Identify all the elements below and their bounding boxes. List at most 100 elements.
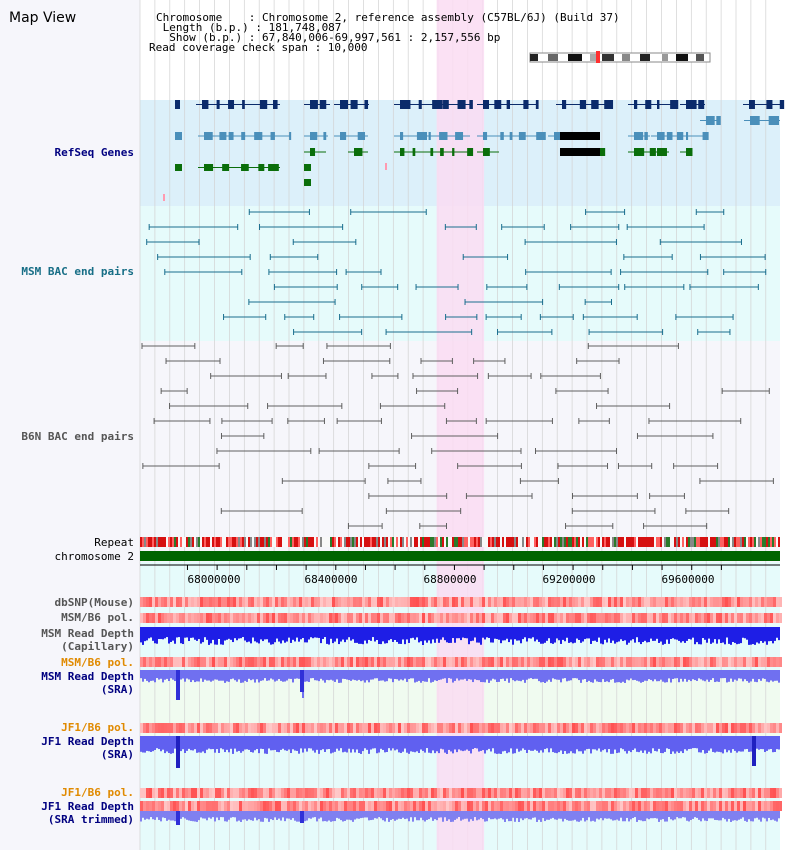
msm-depth-capillary-bar: [496, 627, 498, 640]
repeat-segment: [698, 537, 700, 547]
msm-depth-capillary-bar: [490, 627, 492, 643]
repeat-segment: [778, 537, 780, 547]
jf1-trim-heat-top: [596, 801, 599, 811]
jf1-trim-heat-top: [389, 801, 392, 811]
repeat-segment: [764, 537, 766, 547]
jf1-trim-heat-top: [149, 801, 152, 811]
jf1-trim-depth-bar: [244, 811, 246, 820]
msm-pol-heat: [695, 613, 698, 623]
jf1-depth-bar: [448, 736, 450, 750]
jf1-pol-heat: [296, 723, 299, 733]
dbsnp-heat: [197, 597, 200, 607]
msm-depth-sra-bar: [312, 670, 314, 679]
jf1-pol-heat: [353, 723, 356, 733]
msm-depth-sra-bar: [320, 670, 322, 679]
jf1-depth-bar: [764, 736, 766, 753]
msm-depth-capillary-bar: [636, 627, 638, 638]
msm-depth-capillary-bar: [280, 627, 282, 644]
dbsnp-heat: [269, 597, 272, 607]
msm-pol-sra-heat: [701, 657, 704, 667]
msm-depth-capillary-bar: [208, 627, 210, 645]
msm-pol-sra-heat: [389, 657, 392, 667]
msm-depth-sra-bar: [394, 670, 396, 679]
jf1-depth-bar: [428, 736, 430, 753]
msm-pol-sra-heat: [743, 657, 746, 667]
jf1-pol-heat: [410, 723, 413, 733]
msm-pol-heat: [563, 613, 566, 623]
msm-depth-capillary-bar: [694, 627, 696, 645]
dbsnp-heat: [578, 597, 581, 607]
msm-depth-sra-bar: [460, 670, 462, 680]
msm-depth-sra-bar: [240, 670, 242, 683]
jf1-depth-bar: [344, 736, 346, 752]
jf1-depth-bar: [208, 736, 210, 749]
msm-depth-sra-bar: [432, 670, 434, 682]
repeat-segment: [184, 537, 186, 547]
jf1-trim-depth-bar: [336, 811, 338, 818]
msm-depth-capillary-bar: [194, 627, 196, 640]
gene-exon: [452, 148, 455, 156]
msm-depth-sra-bar: [576, 670, 578, 679]
repeat-segment: [186, 537, 188, 547]
repeat-segment: [214, 537, 216, 547]
msm-pol-sra-heat: [647, 657, 650, 667]
msm-depth-capillary-bar: [682, 627, 684, 642]
dbsnp-heat: [701, 597, 704, 607]
repeat-segment: [522, 537, 524, 547]
msm-pol-sra-heat: [575, 657, 578, 667]
msm-pol-sra-heat: [731, 657, 734, 667]
msm-depth-sra-bar: [630, 670, 632, 679]
jf1-trim-depth-bar: [442, 811, 444, 822]
msm-depth-sra-bar: [224, 670, 226, 683]
msm-depth-capillary-bar: [748, 627, 750, 645]
msm-pol-heat: [596, 613, 599, 623]
jf1-pol-heat: [491, 723, 494, 733]
repeat-segment: [498, 537, 500, 547]
msm-depth-capillary-bar: [770, 627, 772, 642]
msm-depth-capillary-bar: [252, 627, 254, 638]
repeat-segment: [194, 537, 196, 547]
jf1-trim-depth-bar: [750, 811, 752, 822]
jf1-trim-heat-top: [422, 801, 425, 811]
track-label-b6n-bac[interactable]: B6N BAC end pairs: [21, 430, 134, 443]
msm-depth-capillary-bar: [672, 627, 674, 639]
jf1-depth-bar: [312, 736, 314, 751]
jf1-depth-bar: [508, 736, 510, 753]
jf1-trim-depth-bar: [588, 811, 590, 818]
track-label-msm-bac[interactable]: MSM BAC end pairs: [21, 265, 134, 278]
jf1-trim-depth-bar: [270, 811, 272, 820]
jf1-depth-bar: [284, 736, 286, 751]
msm-pol-heat: [413, 613, 416, 623]
jf1-trim-depth-bar: [678, 811, 680, 819]
jf1-pol-heat: [521, 723, 524, 733]
jf1-depth-bar: [450, 736, 452, 752]
repeat-segment: [280, 537, 282, 547]
jf1-pol-heat: [443, 723, 446, 733]
msm-depth-sra-bar: [450, 670, 452, 679]
dbsnp-heat: [500, 597, 503, 607]
jf1-pol-trim-heat: [560, 788, 563, 798]
msm-depth-sra-bar: [310, 670, 312, 679]
msm-depth-capillary-bar: [742, 627, 744, 638]
jf1-depth-bar: [740, 736, 742, 752]
msm-depth-capillary-bar: [618, 627, 620, 642]
track-label-refseq[interactable]: RefSeq Genes: [54, 146, 134, 159]
jf1-trim-depth-bar: [684, 811, 686, 818]
msm-depth-sra-bar: [392, 670, 394, 683]
jf1-trim-heat-top: [167, 801, 170, 811]
dbsnp-heat: [179, 597, 182, 607]
msm-pol-sra-heat: [599, 657, 602, 667]
msm-depth-capillary-bar: [476, 627, 478, 643]
jf1-pol-heat: [269, 723, 272, 733]
msm-depth-capillary-bar: [244, 627, 246, 641]
repeat-segment: [574, 537, 576, 547]
msm-depth-capillary-bar: [338, 627, 340, 645]
repeat-segment: [478, 537, 480, 547]
msm-depth-capillary-bar: [626, 627, 628, 645]
jf1-depth-bar: [698, 736, 700, 753]
jf1-pol-heat: [425, 723, 428, 733]
jf1-pol-heat: [224, 723, 227, 733]
msm-depth-capillary-bar: [220, 627, 222, 645]
msm-pol-sra-heat: [644, 657, 647, 667]
